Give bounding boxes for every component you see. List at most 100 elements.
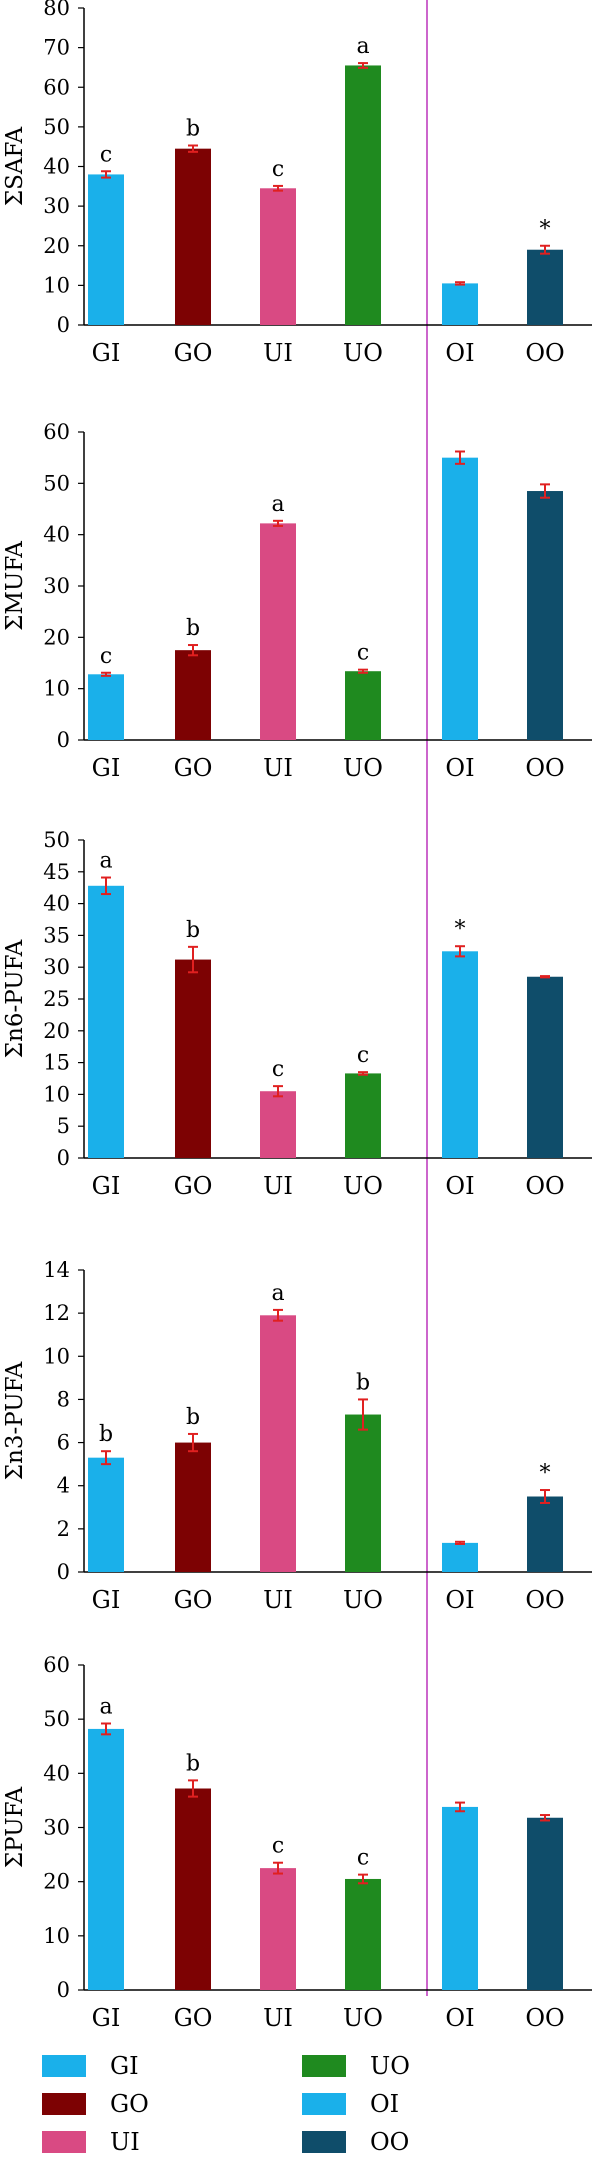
y-tick-label: 0	[57, 1560, 70, 1584]
y-tick-label: 60	[43, 1653, 70, 1677]
bar-oo	[527, 491, 563, 740]
y-axis-title: ΣPUFA	[2, 1786, 28, 1868]
y-tick-label: 40	[43, 523, 70, 547]
bar-oo	[527, 1817, 563, 1990]
legend-item-uo: UO	[302, 2052, 410, 2080]
bar-oo	[527, 1496, 563, 1572]
x-tick-label: UO	[343, 754, 383, 782]
y-tick-label: 50	[43, 115, 70, 139]
bar-gi	[88, 174, 124, 325]
x-tick-label: UO	[343, 1586, 383, 1614]
bar-ui	[260, 188, 296, 325]
y-tick-label: 4	[57, 1474, 70, 1498]
y-tick-label: 10	[43, 273, 70, 297]
bar-gi	[88, 674, 124, 740]
significance-label: c	[357, 1043, 369, 1068]
legend-item-oo: OO	[302, 2128, 410, 2156]
y-tick-label: 20	[43, 234, 70, 258]
x-tick-label: UI	[263, 339, 293, 367]
y-axis-title: ΣSAFA	[2, 127, 28, 207]
x-tick-label: GO	[174, 339, 213, 367]
bar-uo	[345, 65, 381, 326]
significance-label: a	[99, 849, 112, 874]
y-tick-label: 40	[43, 155, 70, 179]
significance-label: b	[186, 616, 200, 641]
legend-label-ui: UI	[110, 2128, 140, 2156]
bar-go	[175, 1788, 211, 1990]
bar-ui	[260, 1868, 296, 1990]
bar-gi	[88, 885, 124, 1158]
bar-go	[175, 1442, 211, 1572]
y-tick-label: 0	[57, 1146, 70, 1170]
significance-label: c	[357, 1846, 369, 1871]
y-tick-label: 30	[43, 1816, 70, 1840]
x-tick-label: UI	[263, 1172, 293, 1200]
significance-label: c	[357, 641, 369, 666]
legend-label-oo: OO	[370, 2128, 410, 2156]
legend-label-oi: OI	[370, 2090, 400, 2118]
y-tick-label: 8	[57, 1387, 70, 1411]
legend-swatch-oo	[302, 2131, 346, 2153]
y-tick-label: 70	[43, 36, 70, 60]
bar-oo	[527, 976, 563, 1158]
significance-label: b	[99, 1422, 113, 1447]
y-tick-label: 12	[43, 1301, 70, 1325]
y-tick-label: 30	[43, 194, 70, 218]
y-tick-label: 0	[57, 728, 70, 752]
y-axis-title: Σn3-PUFA	[2, 1361, 28, 1480]
significance-label: b	[186, 1405, 200, 1430]
y-tick-label: 80	[43, 0, 70, 20]
legend-swatch-oi	[302, 2093, 346, 2115]
significance-label: b	[186, 918, 200, 943]
y-tick-label: 25	[43, 987, 70, 1011]
y-tick-label: 50	[43, 1707, 70, 1731]
y-tick-label: 2	[57, 1517, 70, 1541]
bar-oo	[527, 249, 563, 325]
y-tick-label: 20	[43, 1019, 70, 1043]
bar-ui	[260, 1315, 296, 1572]
y-axis-title: ΣMUFA	[2, 541, 28, 631]
bar-oi	[442, 1806, 478, 1990]
significance-label: c	[272, 1057, 284, 1082]
y-axis-title: Σn6-PUFA	[2, 939, 28, 1058]
legend: GI UO GO OI UI OO	[0, 2045, 600, 2164]
legend-swatch-ui	[42, 2131, 86, 2153]
x-tick-label: OO	[525, 1172, 564, 1200]
y-tick-label: 0	[57, 313, 70, 337]
y-tick-label: 40	[43, 1761, 70, 1785]
x-tick-label: OI	[445, 754, 474, 782]
significance-label: c	[100, 644, 112, 669]
x-tick-label: OO	[525, 1586, 564, 1614]
significance-label: b	[356, 1370, 370, 1395]
bar-uo	[345, 1414, 381, 1572]
bar-uo	[345, 1878, 381, 1990]
y-tick-label: 40	[43, 892, 70, 916]
x-tick-label: GO	[174, 754, 213, 782]
legend-item-go: GO	[42, 2092, 149, 2116]
bar-go	[175, 148, 211, 325]
x-tick-label: OI	[445, 339, 474, 367]
legend-swatch-gi	[42, 2055, 86, 2077]
significance-label: *	[455, 917, 466, 942]
x-tick-label: GO	[174, 1586, 213, 1614]
x-tick-label: GI	[92, 1172, 121, 1200]
y-tick-label: 20	[43, 1870, 70, 1894]
legend-item-gi: GI	[42, 2052, 139, 2080]
x-tick-label: GO	[174, 1172, 213, 1200]
x-tick-label: UI	[263, 1586, 293, 1614]
bar-ui	[260, 1091, 296, 1158]
legend-label-uo: UO	[370, 2052, 410, 2080]
x-tick-label: UO	[343, 1172, 383, 1200]
y-tick-label: 50	[43, 828, 70, 852]
y-tick-label: 10	[43, 677, 70, 701]
x-tick-label: GI	[92, 754, 121, 782]
x-tick-label: OI	[445, 2004, 474, 2032]
bar-gi	[88, 1728, 124, 1990]
x-tick-label: UO	[343, 2004, 383, 2032]
x-tick-label: UO	[343, 339, 383, 367]
legend-label-gi: GI	[110, 2052, 139, 2080]
x-tick-label: OI	[445, 1586, 474, 1614]
x-tick-label: UI	[263, 754, 293, 782]
y-tick-label: 30	[43, 955, 70, 979]
significance-label: b	[186, 116, 200, 141]
